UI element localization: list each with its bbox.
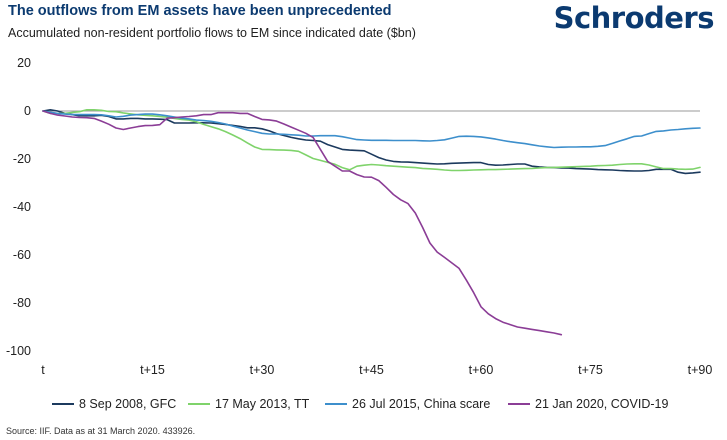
series-line-tt [42,109,701,172]
legend-label-covid: 21 Jan 2020, COVID-19 [535,397,668,411]
series-lines [42,109,701,336]
x-tick-label: t+45 [359,363,384,377]
legend-label-gfc: 8 Sep 2008, GFC [79,397,176,411]
y-tick-label: -20 [13,152,31,166]
y-tick-label: -80 [13,296,31,310]
chart-subtitle: Accumulated non-resident portfolio flows… [8,26,416,40]
legend-label-china: 26 Jul 2015, China scare [352,397,490,411]
source-note: Source: IIF. Data as at 31 March 2020. 4… [6,426,196,436]
y-tick-label: 20 [17,56,31,70]
y-axis-ticks: 20 0 -20 -40 -60 -80 -100 [6,56,31,358]
legend-label-tt: 17 May 2013, TT [215,397,310,411]
series-line-covid [42,110,563,336]
y-tick-label: -40 [13,200,31,214]
x-tick-label: t+60 [469,363,494,377]
x-tick-label: t+90 [688,363,713,377]
x-tick-label: t [41,363,45,377]
y-tick-label: -60 [13,248,31,262]
schroders-logo: Schroders [553,1,715,35]
series-line-china [42,110,701,149]
x-axis-ticks: t t+15 t+30 t+45 t+60 t+75 t+90 [41,363,712,377]
series-line-gfc [42,109,701,175]
x-tick-label: t+30 [250,363,275,377]
y-tick-label: -100 [6,344,31,358]
chart-title: The outflows from EM assets have been un… [8,3,392,19]
x-tick-label: t+75 [578,363,603,377]
legend: 8 Sep 2008, GFC 17 May 2013, TT 26 Jul 201… [52,397,668,411]
y-tick-label: 0 [24,104,31,118]
x-tick-label: t+15 [140,363,165,377]
